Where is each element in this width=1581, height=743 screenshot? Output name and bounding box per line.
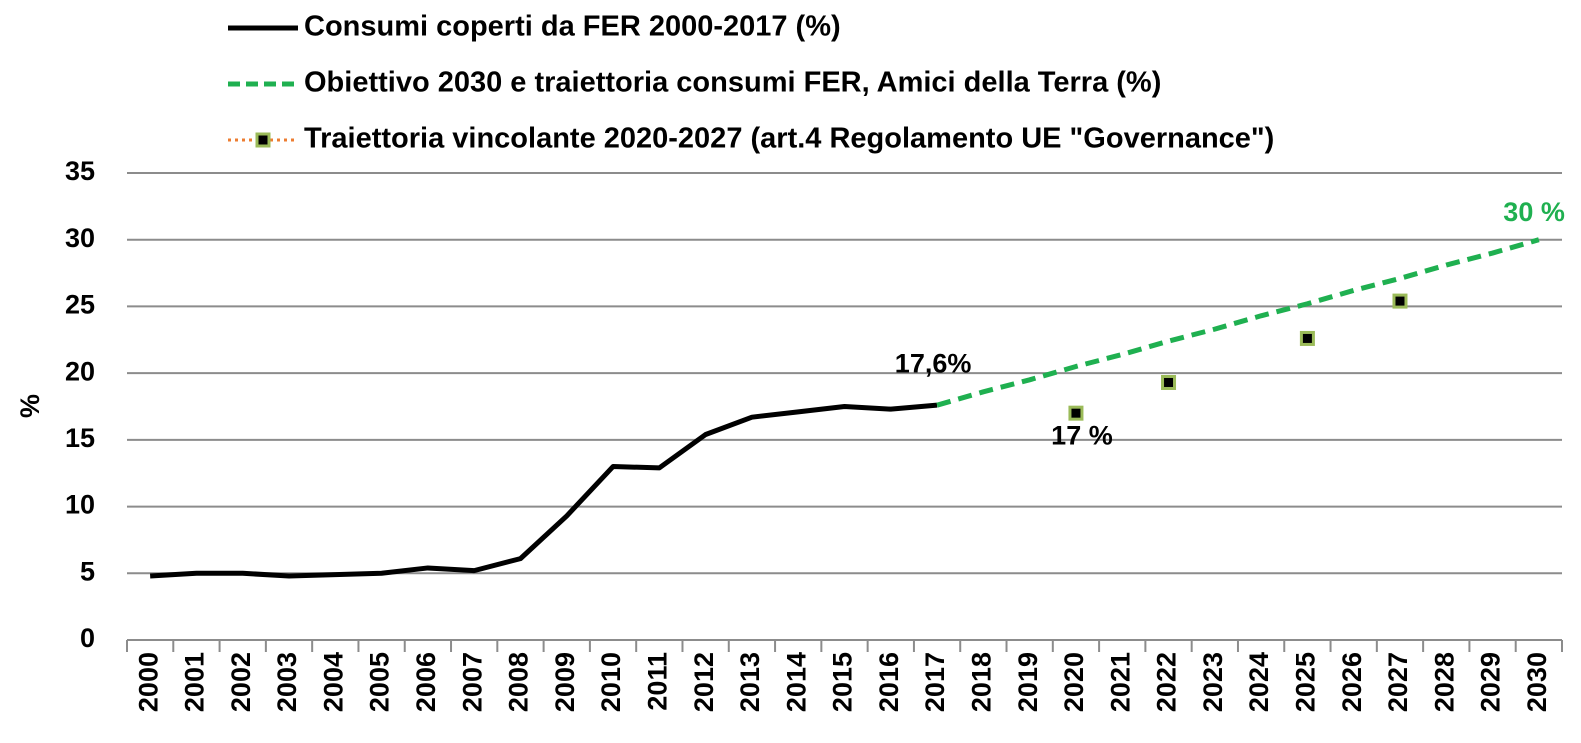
x-tick-label: 2008 — [504, 652, 534, 712]
legend-label: Consumi coperti da FER 2000-2017 (%) — [304, 11, 841, 43]
x-tick-label: 2015 — [828, 652, 858, 712]
x-tick-label: 2007 — [457, 652, 487, 712]
x-tick-label: 2020 — [1059, 652, 1089, 712]
x-tick-label: 2023 — [1198, 652, 1228, 712]
x-tick-label: 2003 — [272, 652, 302, 712]
y-axis-label: % — [15, 394, 45, 418]
x-tick-label: 2010 — [596, 652, 626, 712]
x-tick-label: 2026 — [1337, 652, 1367, 712]
y-tick-label: 25 — [65, 290, 95, 320]
y-tick-label: 5 — [80, 556, 95, 586]
x-tick-label: 2029 — [1476, 652, 1506, 712]
line-series — [150, 402, 938, 579]
x-tick-label: 2006 — [411, 652, 441, 712]
x-tick-label: 2000 — [133, 652, 163, 712]
line-series — [936, 237, 1540, 408]
x-tick-label: 2030 — [1522, 652, 1552, 712]
data-label: 17 % — [1051, 420, 1113, 450]
x-tick-label: 2021 — [1105, 652, 1135, 712]
x-tick-label: 2014 — [781, 652, 811, 712]
x-tick-label: 2001 — [180, 652, 210, 712]
y-tick-label: 35 — [65, 156, 95, 186]
x-tick-label: 2005 — [365, 652, 395, 712]
x-tick-label: 2017 — [920, 652, 950, 712]
y-tick-label: 10 — [65, 490, 95, 520]
marker — [1392, 293, 1408, 309]
y-tick-label: 15 — [65, 423, 95, 453]
legend-label: Obiettivo 2030 e traiettoria consumi FER… — [304, 67, 1161, 99]
x-tick-label: 2019 — [1013, 652, 1043, 712]
x-tick-label: 2016 — [874, 652, 904, 712]
legend-marker — [255, 132, 271, 148]
x-tick-label: 2028 — [1429, 652, 1459, 712]
x-tick-label: 2009 — [550, 652, 580, 712]
data-label: 17,6% — [895, 348, 972, 378]
x-tick-label: 2012 — [689, 652, 719, 712]
data-label: 30 % — [1503, 197, 1565, 227]
y-tick-label: 0 — [80, 623, 95, 653]
marker — [1299, 330, 1315, 346]
x-tick-label: 2022 — [1152, 652, 1182, 712]
x-tick-label: 2025 — [1291, 652, 1321, 712]
x-tick-label: 2011 — [642, 652, 672, 711]
marker — [1161, 374, 1177, 390]
legend-label: Traiettoria vincolante 2020-2027 (art.4 … — [304, 123, 1274, 155]
x-tick-label: 2013 — [735, 652, 765, 712]
marker — [1068, 405, 1084, 421]
x-tick-label: 2027 — [1383, 652, 1413, 712]
x-tick-label: 2004 — [318, 652, 348, 712]
x-tick-label: 2024 — [1244, 652, 1274, 712]
x-tick-label: 2018 — [966, 652, 996, 712]
y-tick-label: 20 — [65, 356, 95, 386]
x-tick-label: 2002 — [226, 652, 256, 712]
y-tick-label: 30 — [65, 223, 95, 253]
